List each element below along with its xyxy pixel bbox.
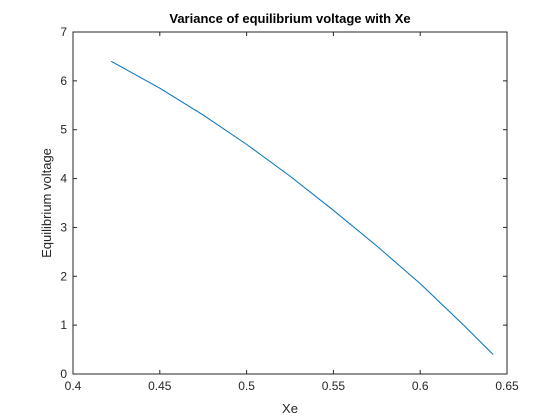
y-tick-label: 0 <box>60 367 67 381</box>
x-tick-label: 0.45 <box>148 379 172 393</box>
y-tick-label: 5 <box>60 123 67 137</box>
y-tick-label: 7 <box>60 25 67 39</box>
y-tick-label: 1 <box>60 318 67 332</box>
y-tick-label: 4 <box>60 172 67 186</box>
x-tick-label: 0.6 <box>412 379 429 393</box>
series-layer <box>110 60 494 355</box>
y-tick-label: 6 <box>60 74 67 88</box>
chart-title: Variance of equilibrium voltage with Xe <box>169 11 410 26</box>
x-tick-label: 0.55 <box>322 379 346 393</box>
plot-background <box>73 32 507 374</box>
x-tick-label: 0.65 <box>495 379 519 393</box>
x-tick-label: 0.5 <box>238 379 255 393</box>
y-tick-label: 2 <box>60 269 67 283</box>
plot-box <box>72 31 508 375</box>
x-tick-label: 0.4 <box>65 379 82 393</box>
y-tick-label: 3 <box>60 220 67 234</box>
series-line-0 <box>110 60 494 355</box>
x-axis-label: Xe <box>282 401 298 416</box>
y-axis-label: Equilibrium voltage <box>39 148 54 258</box>
